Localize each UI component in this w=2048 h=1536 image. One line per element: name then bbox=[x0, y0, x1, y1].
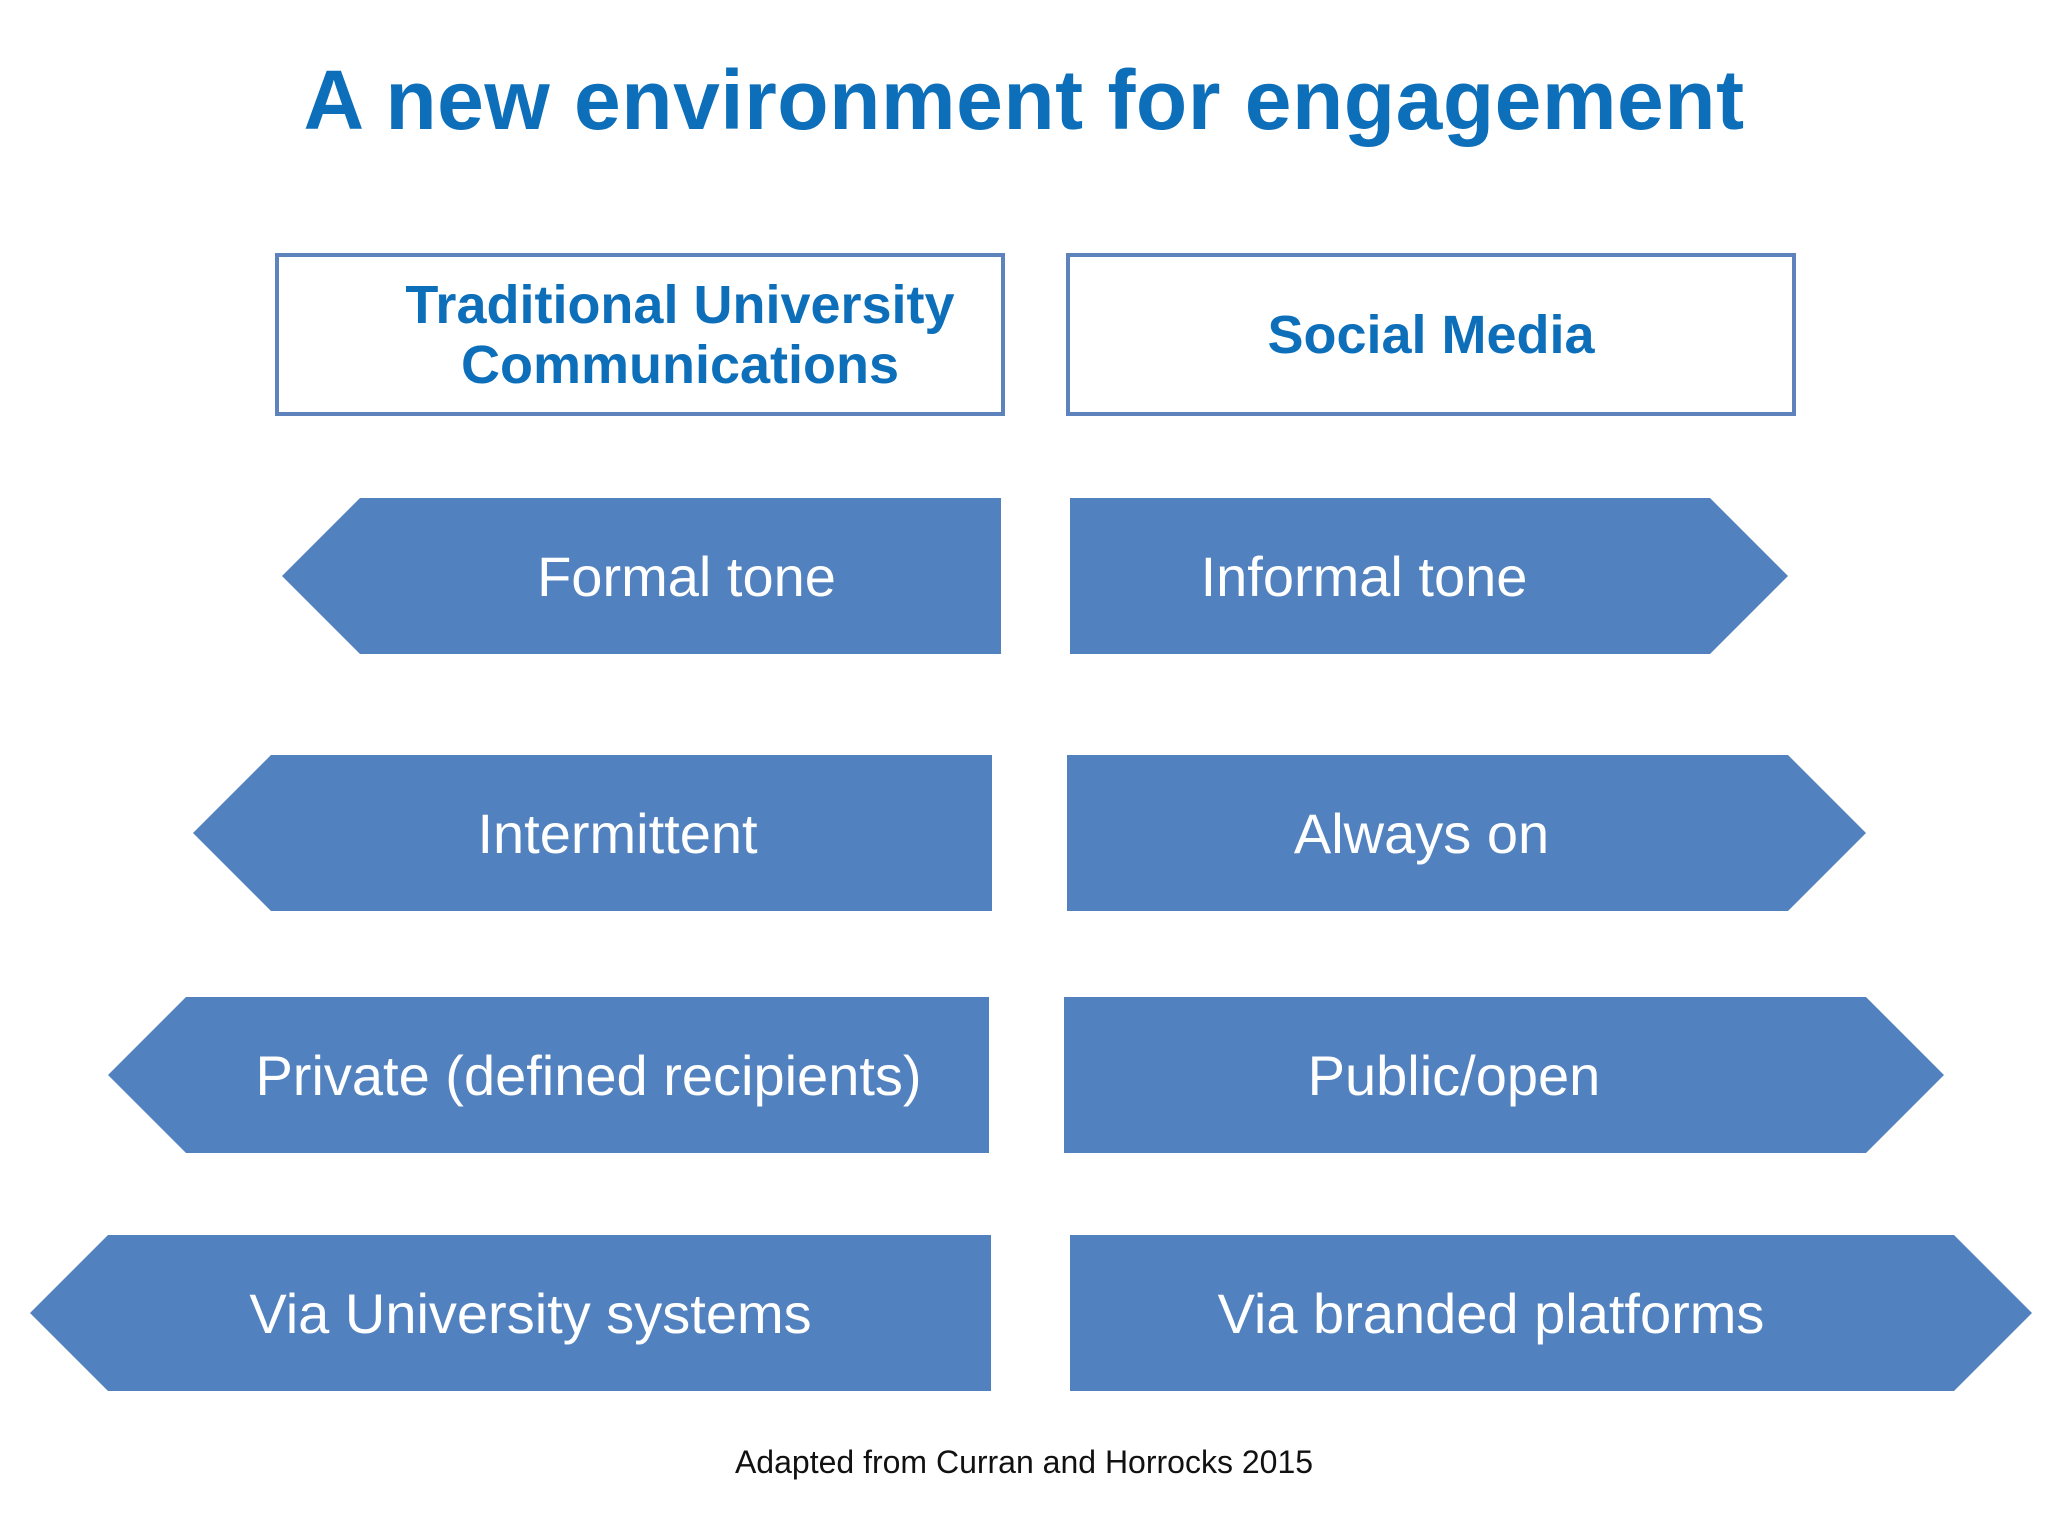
right-arrow-informal-tone: Informal tone bbox=[1070, 498, 1788, 654]
source-caption: Adapted from Curran and Horrocks 2015 bbox=[734, 1444, 1314, 1480]
right-arrow-branded-platforms: Via branded platforms bbox=[1070, 1235, 2032, 1391]
left-arrow-private: Private (defined recipients) bbox=[108, 997, 989, 1153]
left-arrow-label: Private (defined recipients) bbox=[255, 1043, 922, 1107]
left-arrow-intermittent: Intermittent bbox=[193, 755, 992, 911]
header-traditional-communications: Traditional University Communications bbox=[275, 253, 1005, 416]
header-right-label: Social Media bbox=[1267, 304, 1595, 365]
left-arrow-formal-tone: Formal tone bbox=[282, 498, 1001, 654]
right-arrow-label: Always on bbox=[1293, 801, 1550, 865]
page-title: A new environment for engagement bbox=[303, 53, 1745, 147]
header-social-media: Social Media bbox=[1066, 253, 1796, 416]
right-arrow-always-on: Always on bbox=[1067, 755, 1866, 911]
left-arrow-university-systems: Via University systems bbox=[30, 1235, 991, 1391]
header-left-label: Traditional University Communications bbox=[405, 274, 955, 395]
right-arrow-label: Informal tone bbox=[1200, 544, 1528, 608]
left-arrow-label: Via University systems bbox=[249, 1281, 812, 1345]
right-arrow-label: Via branded platforms bbox=[1217, 1281, 1765, 1345]
right-arrow-label: Public/open bbox=[1307, 1043, 1601, 1107]
left-arrow-label: Formal tone bbox=[537, 544, 836, 608]
left-arrow-label: Intermittent bbox=[477, 801, 758, 865]
right-arrow-public-open: Public/open bbox=[1064, 997, 1944, 1153]
